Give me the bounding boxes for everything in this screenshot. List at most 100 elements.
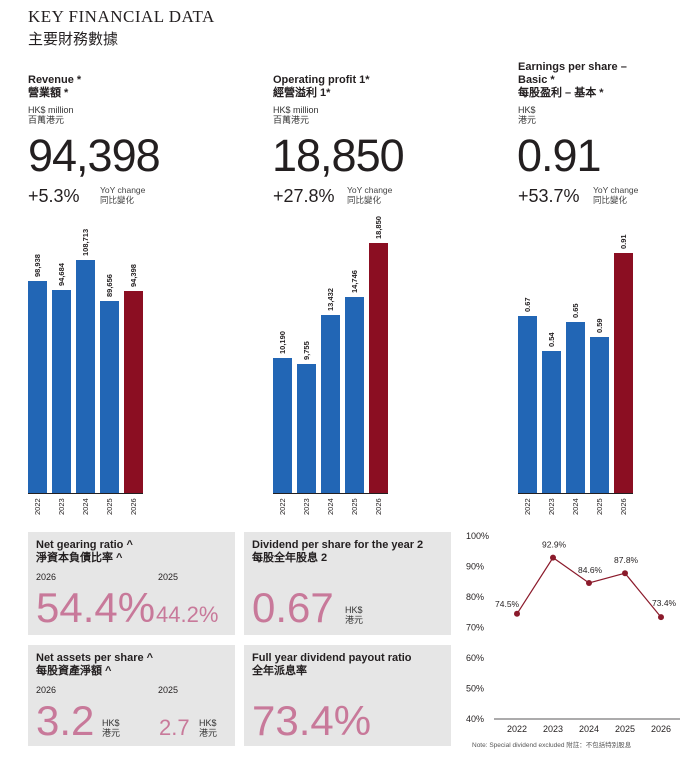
op-profit-bar-2024 xyxy=(321,314,340,493)
op-profit-label-en: Operating profit 1* xyxy=(273,74,370,86)
op-profit-bar-2023 xyxy=(297,363,316,493)
eps-yoy-label: YoY change 同比變化 xyxy=(593,185,638,205)
revenue-bar-value-label: 94,398 xyxy=(129,263,138,287)
net-assets-unit-prior-en: HK$ xyxy=(199,718,217,728)
payout-title-en: Full year dividend payout ratio xyxy=(252,652,412,664)
op-profit-yoy-label-zh: 同比變化 xyxy=(347,195,382,205)
op-profit-unit-en: HK$ million xyxy=(273,105,319,115)
dividend-per-share-box: Dividend per share for the year 2 每股全年股息… xyxy=(244,532,451,635)
revenue-unit-zh: 百萬港元 xyxy=(28,115,65,125)
op-profit-unit-zh: 百萬港元 xyxy=(273,115,310,125)
net-gearing-title-en: Net gearing ratio ^ xyxy=(36,539,133,551)
payout-point-label: 84.6% xyxy=(578,565,603,575)
net-gearing-year-current: 2026 xyxy=(36,572,57,582)
net-gearing-box: Net gearing ratio ^ 淨資本負債比率 ^ 2026 2025 … xyxy=(28,532,235,635)
x-tick-label: 2022 xyxy=(507,724,527,734)
net-gearing-title: Net gearing ratio ^ 淨資本負債比率 ^ xyxy=(36,539,133,565)
revenue-year-label: 2023 xyxy=(57,498,66,515)
eps-bar-2024 xyxy=(566,321,585,493)
eps-bar-2023 xyxy=(542,350,561,493)
eps-yoy: +53.7% xyxy=(518,186,580,206)
net-assets-title-en: Net assets per share ^ xyxy=(36,652,154,664)
op-profit-value: 18,850 xyxy=(272,130,405,181)
net-gearing-value-current: 54.4% xyxy=(36,584,156,631)
chart-footnote: Note: Special dividend excluded 附註：不包括特別… xyxy=(472,740,632,749)
revenue-year-label: 2026 xyxy=(129,498,138,515)
revenue-bar-2025 xyxy=(100,300,119,493)
payout-point-2022 xyxy=(514,610,520,617)
revenue-yoy-label: YoY change 同比變化 xyxy=(100,185,145,205)
eps-bar-value-label: 0.65 xyxy=(571,302,580,318)
op-profit-bar-value-label: 13,432 xyxy=(326,287,335,311)
net-assets-year-current: 2026 xyxy=(36,685,57,695)
revenue-yoy-label-zh: 同比變化 xyxy=(100,195,135,205)
y-tick-label: 50% xyxy=(466,684,484,694)
net-assets-value-prior: 2.7 xyxy=(159,715,190,740)
net-gearing-year-prior: 2025 xyxy=(158,572,179,582)
op-profit-label-zh: 經營溢利 1* xyxy=(273,87,331,99)
eps-unit-zh: 港元 xyxy=(518,115,537,125)
eps-year-label: 2025 xyxy=(595,498,604,515)
op-profit-year-label: 2026 xyxy=(374,498,383,515)
net-assets-box: Net assets per share ^ 每股資產淨額 ^ 2026 202… xyxy=(28,645,235,746)
eps-label-zh: 每股盈利 – 基本 * xyxy=(518,87,604,99)
revenue-unit: HK$ million 百萬港元 xyxy=(28,105,74,125)
eps-label-en: Earnings per share – xyxy=(518,61,627,73)
op-profit-yoy: +27.8% xyxy=(273,186,335,206)
payout-point-label: 92.9% xyxy=(542,540,567,550)
x-tick-label: 2026 xyxy=(651,724,671,734)
op-profit-bar-chart: 10,190 2022 9,755 2023 13,432 2024 14,746 2025 1… xyxy=(273,216,393,520)
dps-title-en: Dividend per share for the year 2 xyxy=(252,539,424,551)
y-tick-label: 60% xyxy=(466,653,484,663)
op-profit-bar-2025 xyxy=(345,297,364,493)
revenue-bar-2024 xyxy=(76,260,95,493)
revenue-year-label: 2024 xyxy=(81,498,90,515)
payout-point-2024 xyxy=(586,579,592,586)
op-profit-unit: HK$ million 百萬港元 xyxy=(273,105,319,125)
page-title: KEY FINANCIAL DATA xyxy=(28,7,215,26)
y-tick-label: 70% xyxy=(466,623,484,633)
revenue-label-en: Revenue * xyxy=(28,74,82,86)
y-tick-label: 90% xyxy=(466,562,484,572)
op-profit-bar-2026 xyxy=(369,243,388,493)
op-profit-year-label: 2025 xyxy=(350,498,359,515)
op-profit-bar-value-label: 18,850 xyxy=(374,216,383,239)
revenue-bar-2023 xyxy=(52,290,71,493)
net-assets-value-current: 3.2 xyxy=(36,697,95,744)
net-assets-unit-prior-zh: 港元 xyxy=(199,728,218,738)
payout-value: 73.4% xyxy=(252,697,372,744)
eps-bar-2025 xyxy=(590,337,609,493)
eps-yoy-label-zh: 同比變化 xyxy=(593,195,628,205)
eps-bar-value-label: 0.59 xyxy=(595,318,604,334)
eps-year-label: 2026 xyxy=(619,498,628,515)
op-profit-label: Operating profit 1* 經營溢利 1* xyxy=(273,74,370,100)
eps-bar-value-label: 0.67 xyxy=(523,297,532,313)
revenue-bar-value-label: 98,938 xyxy=(33,253,42,277)
revenue-label: Revenue * 營業額 * xyxy=(28,74,81,100)
payout-title: Full year dividend payout ratio 全年派息率 xyxy=(252,652,412,678)
y-tick-label: 80% xyxy=(466,592,484,602)
revenue-bar-value-label: 108,713 xyxy=(81,228,90,256)
eps-bar-value-label: 0.91 xyxy=(619,234,628,249)
x-tick-label: 2024 xyxy=(579,724,599,734)
revenue-bar-2026 xyxy=(124,290,143,493)
net-assets-year-prior: 2025 xyxy=(158,685,179,695)
payout-point-2026 xyxy=(658,614,664,621)
x-tick-label: 2023 xyxy=(543,724,563,734)
revenue-bar-2022 xyxy=(28,280,47,493)
payout-point-label: 87.8% xyxy=(614,555,639,565)
eps-bar-chart: 0.67 2022 0.54 2023 0.65 2024 0.59 2025 0.91 2026 xyxy=(518,220,638,520)
revenue-value: 94,398 xyxy=(28,130,161,181)
eps-bar-2022 xyxy=(518,316,537,493)
revenue-yoy: +5.3% xyxy=(28,186,80,206)
dps-title-zh: 每股全年股息 2 xyxy=(252,552,328,564)
revenue-baseline xyxy=(28,493,143,494)
op-profit-year-label: 2022 xyxy=(278,498,287,515)
payout-ratio-box: Full year dividend payout ratio 全年派息率 73… xyxy=(244,645,451,746)
eps-value: 0.91 xyxy=(517,130,602,181)
eps-year-label: 2024 xyxy=(571,498,580,515)
net-assets-title-zh: 每股資產淨額 ^ xyxy=(36,665,112,677)
y-tick-label: 100% xyxy=(466,531,489,541)
net-assets-title: Net assets per share ^ 每股資產淨額 ^ xyxy=(36,652,153,678)
eps-baseline xyxy=(518,493,633,494)
